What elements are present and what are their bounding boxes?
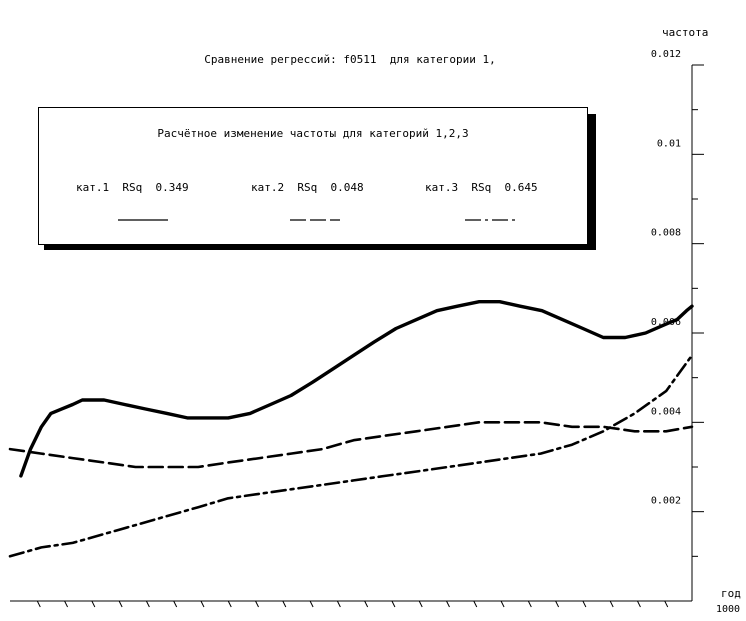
legend-swatch-cat3 — [465, 219, 515, 221]
x-axis-unit: 1000 — [716, 604, 741, 615]
x-tick — [527, 600, 532, 608]
x-tick — [473, 600, 478, 608]
x-tick — [255, 600, 259, 608]
x-tick — [418, 600, 423, 608]
x-tick — [664, 600, 669, 608]
x-tick — [64, 600, 69, 608]
x-tick — [582, 600, 587, 608]
legend-label-cat1: кат.1 RSq 0.349 — [76, 181, 189, 194]
y-tick-label: 0.012 — [651, 49, 681, 60]
x-tick — [36, 600, 41, 608]
x-tick — [145, 600, 150, 608]
x-axis-label: год — [721, 587, 741, 600]
x-tick — [609, 600, 614, 608]
legend-swatch-cat1 — [118, 219, 168, 221]
x-tick — [336, 600, 341, 608]
series-line-cat3 — [8, 354, 694, 558]
legend-label-cat2: кат.2 RSq 0.048 — [251, 181, 364, 194]
y-tick-label: 0.008 — [651, 228, 681, 239]
x-tick — [555, 600, 560, 608]
x-tick — [91, 600, 96, 608]
series-line-cat1 — [19, 300, 694, 478]
x-tick — [282, 600, 287, 608]
legend-title: Расчётное изменение частоты для категори… — [157, 127, 469, 140]
x-tick — [446, 600, 450, 608]
legend: Расчётное изменение частоты для категори… — [38, 107, 588, 245]
x-tick — [309, 600, 314, 608]
series-line-cat2 — [8, 421, 694, 469]
x-tick — [500, 600, 505, 608]
legend-swatch-cat2 — [290, 219, 340, 221]
x-tick — [391, 600, 396, 608]
chart-title-line-1: Сравнение регрессий: f0511 для категории… — [204, 53, 496, 66]
y-tick-label: 0.004 — [651, 406, 681, 417]
legend-label-cat3: кат.3 RSq 0.645 — [425, 181, 538, 194]
x-tick — [173, 600, 178, 608]
x-tick — [227, 600, 232, 608]
x-tick — [200, 600, 205, 608]
y-tick-label: 0.01 — [657, 138, 681, 149]
x-tick — [118, 600, 123, 608]
x-tick — [636, 600, 641, 608]
x-tick — [364, 600, 369, 608]
y-tick-label: 0.002 — [651, 496, 681, 507]
y-axis-label: частота — [662, 26, 709, 39]
